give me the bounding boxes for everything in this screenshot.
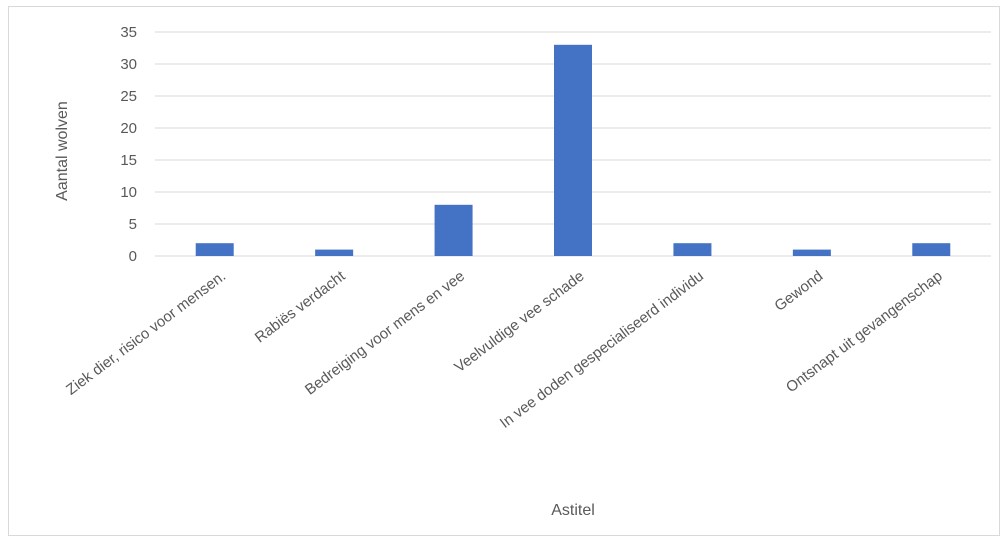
y-tick-label: 15: [120, 152, 137, 169]
bar: [315, 249, 354, 256]
bar: [554, 44, 592, 256]
category-label: In vee doden gespecialiseerd individu: [497, 268, 707, 432]
chart-frame: 0 5 10 15 20 25 30 35 Ziek dier, risico voor me…: [8, 6, 1000, 536]
bar: [195, 243, 234, 256]
category-label: Gewond: [771, 268, 826, 315]
y-tick-label: 10: [120, 184, 137, 201]
y-tick-label: 25: [120, 88, 137, 105]
bar-chart: 0 5 10 15 20 25 30 35 Ziek dier, risico voor me…: [54, 24, 991, 519]
category-label: Rabiës verdacht: [252, 267, 349, 346]
y-tick-label: 0: [129, 248, 137, 265]
y-tick-label: 20: [120, 120, 137, 137]
bar: [912, 243, 951, 256]
bar: [792, 249, 831, 256]
category-label: Ziek dier, risico voor mensen.: [63, 268, 229, 399]
x-axis-title: Astitel: [551, 502, 595, 519]
y-tick-labels: 0 5 10 15 20 25 30 35: [120, 24, 137, 265]
bars: [195, 44, 951, 256]
bar: [673, 243, 712, 256]
y-axis-title: Aantal wolven: [54, 101, 71, 201]
y-tick-label: 5: [129, 216, 137, 233]
bar: [434, 204, 473, 256]
y-tick-label: 30: [120, 56, 137, 73]
category-labels: Ziek dier, risico voor mensen. Rabiës ver…: [63, 267, 946, 432]
category-label: Veelvuldige vee schade: [451, 268, 587, 376]
y-tick-label: 35: [120, 24, 137, 41]
